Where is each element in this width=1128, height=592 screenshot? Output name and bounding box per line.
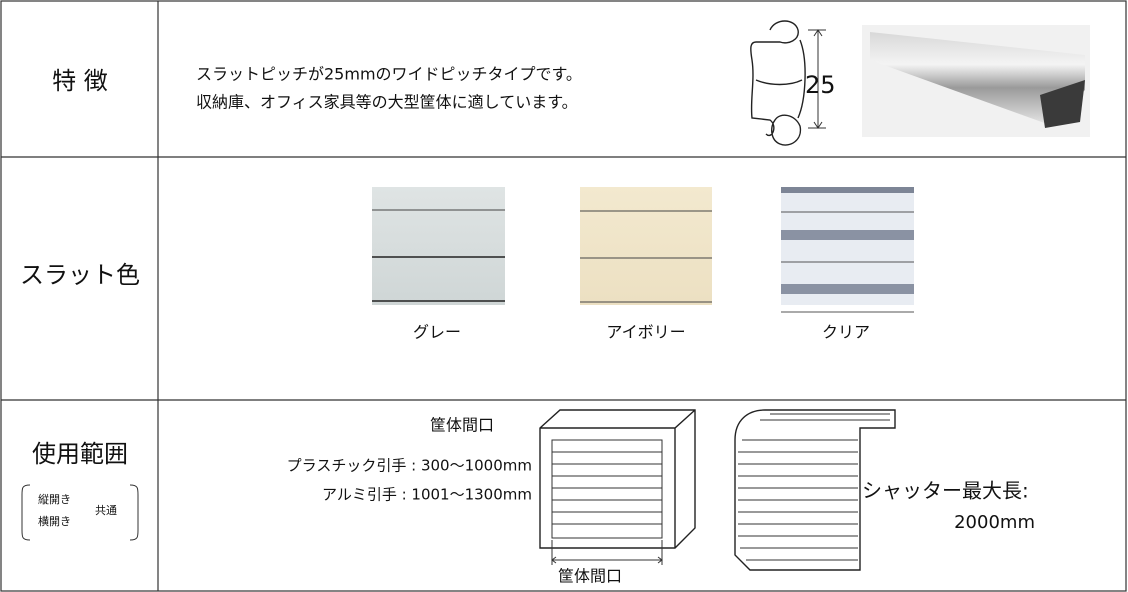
cabinet-drawing	[539, 409, 696, 565]
row-label: スラット色	[20, 261, 140, 289]
diagram-label: 筐体間口	[558, 567, 622, 586]
description-line: 収納庫、オフィス家具等の大型筐体に適しています。	[196, 93, 578, 112]
range-heading: 筐体間口	[430, 416, 494, 435]
row-label: 使用範囲	[32, 440, 128, 468]
swatch-clear	[781, 187, 914, 313]
swatch-ivory	[580, 187, 712, 305]
max-length-value: 2000mm	[954, 512, 1035, 533]
range-line: プラスチック引手 : 300〜1000mm	[287, 457, 532, 475]
swatch-label: アイボリー	[606, 323, 685, 342]
note-item: 横開き	[38, 514, 71, 528]
note-item: 縦開き	[38, 493, 71, 506]
range-line: アルミ引手 : 1001〜1300mm	[322, 486, 532, 504]
swatch-label: グレー	[413, 323, 461, 342]
shutter-drawing	[734, 409, 896, 571]
slat-profile	[750, 20, 826, 146]
bracket	[21, 484, 139, 541]
max-length-label: シャッター最大長:	[862, 479, 1029, 503]
note-common: 共通	[95, 504, 117, 517]
dimension-label: 25	[805, 71, 836, 99]
swatch-gray	[372, 187, 505, 305]
description-line: スラットピッチが25mmのワイドピッチタイプです。	[196, 65, 582, 84]
slat-photo	[862, 25, 1090, 137]
row-label: 特 徴	[52, 67, 108, 95]
swatch-label: クリア	[822, 323, 870, 342]
